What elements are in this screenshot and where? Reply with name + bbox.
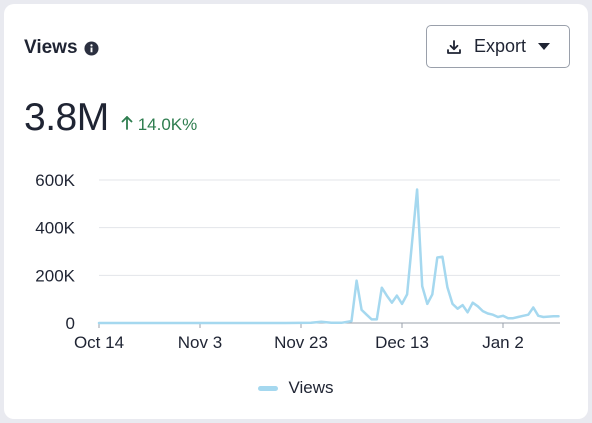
export-label: Export: [473, 36, 527, 56]
metric-change: 14.0K%: [121, 115, 198, 135]
y-tick-label: 400K: [35, 219, 75, 238]
legend-swatch-views[interactable]: [258, 385, 279, 391]
views-line-chart: 0 200K 400K 600K Oct 14 Nov 3 Nov 23 Dec 13 Jan …: [35, 171, 560, 352]
arrow-up-icon: [121, 115, 133, 135]
x-tick-label: Jan 2: [482, 333, 524, 352]
export-button[interactable]: Export: [426, 25, 570, 68]
x-tick-label: Dec 13: [375, 333, 429, 352]
card-title: Views: [24, 37, 78, 58]
y-tick-label: 0: [66, 314, 75, 333]
views-card: Views Export 3.8M: [4, 4, 588, 419]
caret-down-icon: [538, 42, 551, 51]
y-tick-label: 600K: [35, 171, 75, 190]
x-tick-label: Nov 23: [274, 333, 328, 352]
legend-label-views[interactable]: Views: [288, 378, 334, 397]
metric-value: 3.8M: [24, 96, 109, 139]
info-circle-icon[interactable]: [84, 40, 99, 56]
y-tick-label: 200K: [35, 266, 75, 285]
download-icon: [446, 39, 462, 55]
card-header: Views: [24, 37, 99, 59]
series-line-views[interactable]: [97, 188, 560, 325]
x-tick-label: Oct 14: [74, 333, 124, 352]
metric-summary: 3.8M 14.0K%: [24, 96, 197, 140]
x-tick-label: Nov 3: [178, 333, 222, 352]
chart-legend: Views: [4, 378, 588, 398]
metric-change-value: 14.0K%: [137, 115, 198, 134]
